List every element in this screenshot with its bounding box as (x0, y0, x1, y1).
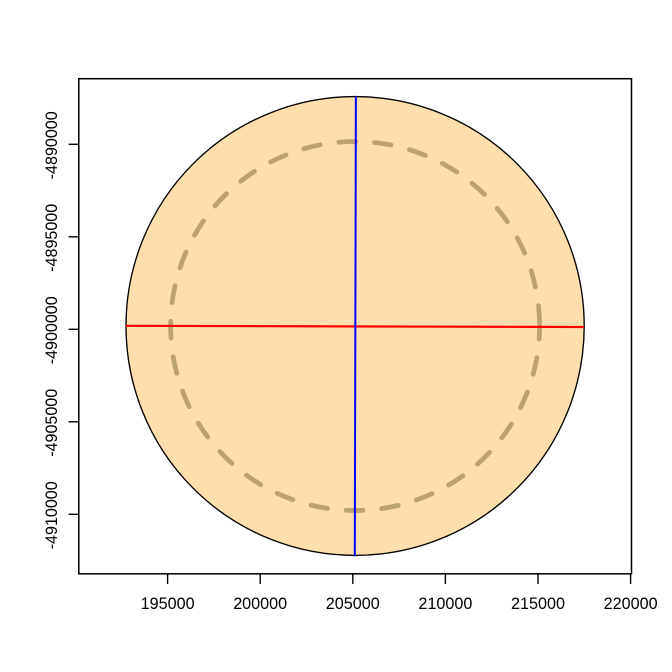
svg-text:-4900000: -4900000 (43, 296, 61, 364)
svg-text:195000: 195000 (141, 595, 195, 613)
svg-text:-4910000: -4910000 (43, 481, 61, 549)
svg-text:210000: 210000 (418, 595, 472, 613)
svg-text:220000: 220000 (604, 595, 658, 613)
svg-text:-4905000: -4905000 (43, 389, 61, 457)
svg-text:200000: 200000 (233, 595, 287, 613)
svg-text:-4890000: -4890000 (43, 111, 61, 179)
svg-text:215000: 215000 (511, 595, 565, 613)
svg-text:-4895000: -4895000 (43, 204, 61, 272)
svg-text:205000: 205000 (326, 595, 380, 613)
